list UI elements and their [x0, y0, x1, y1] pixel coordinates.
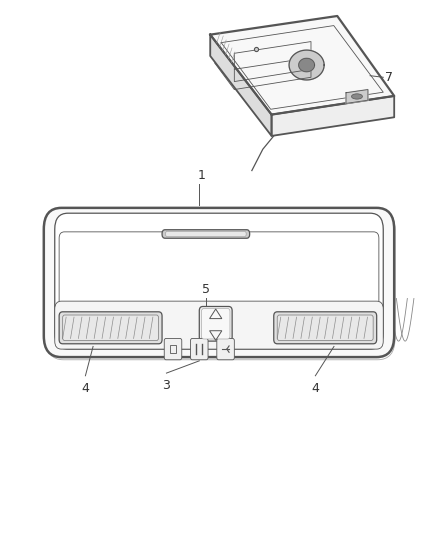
- Text: 3: 3: [162, 379, 170, 392]
- Bar: [170, 345, 176, 353]
- FancyBboxPatch shape: [199, 306, 232, 341]
- FancyBboxPatch shape: [166, 231, 246, 237]
- Text: 1: 1: [198, 169, 205, 182]
- FancyBboxPatch shape: [59, 312, 162, 344]
- FancyBboxPatch shape: [55, 213, 383, 349]
- Text: 4: 4: [81, 382, 89, 395]
- FancyBboxPatch shape: [217, 338, 234, 360]
- Polygon shape: [299, 58, 314, 72]
- FancyBboxPatch shape: [164, 338, 182, 360]
- Polygon shape: [289, 50, 324, 80]
- FancyBboxPatch shape: [59, 232, 379, 309]
- Polygon shape: [346, 90, 368, 103]
- FancyBboxPatch shape: [162, 230, 250, 238]
- Polygon shape: [210, 16, 394, 115]
- Text: 4: 4: [311, 382, 319, 395]
- FancyBboxPatch shape: [63, 315, 159, 341]
- FancyBboxPatch shape: [277, 315, 373, 341]
- FancyBboxPatch shape: [201, 309, 230, 339]
- Polygon shape: [272, 96, 394, 136]
- Text: 7: 7: [385, 71, 393, 84]
- FancyBboxPatch shape: [44, 208, 394, 357]
- FancyBboxPatch shape: [274, 312, 377, 344]
- Text: 5: 5: [202, 284, 210, 296]
- FancyBboxPatch shape: [55, 301, 383, 349]
- Polygon shape: [210, 35, 272, 136]
- FancyBboxPatch shape: [191, 338, 208, 360]
- Ellipse shape: [351, 94, 362, 99]
